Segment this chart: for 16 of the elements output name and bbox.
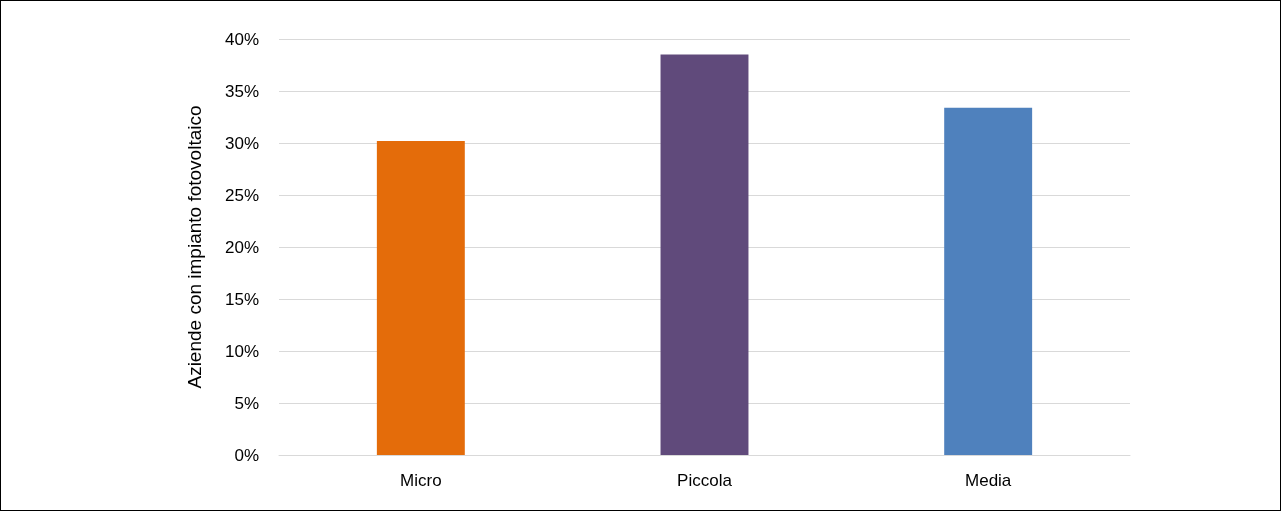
y-tick-label: 5% (234, 393, 259, 413)
bar (944, 107, 1033, 455)
y-tick-label: 0% (234, 445, 259, 465)
y-axis-title: Aziende con impianto fotovoltaico (184, 105, 205, 389)
y-tick-label: 40% (224, 29, 259, 49)
y-tick-label: 20% (224, 237, 259, 257)
x-tick-label: Piccola (677, 471, 733, 490)
bar (376, 140, 465, 455)
y-tick-label: 25% (224, 185, 259, 205)
x-tick-label: Micro (400, 471, 442, 490)
x-tick-label: Media (965, 471, 1012, 490)
y-tick-label: 15% (224, 289, 259, 309)
y-tick-label: 35% (224, 81, 259, 101)
bar (660, 54, 749, 455)
y-tick-label: 10% (224, 341, 259, 361)
y-tick-label: 30% (224, 133, 259, 153)
